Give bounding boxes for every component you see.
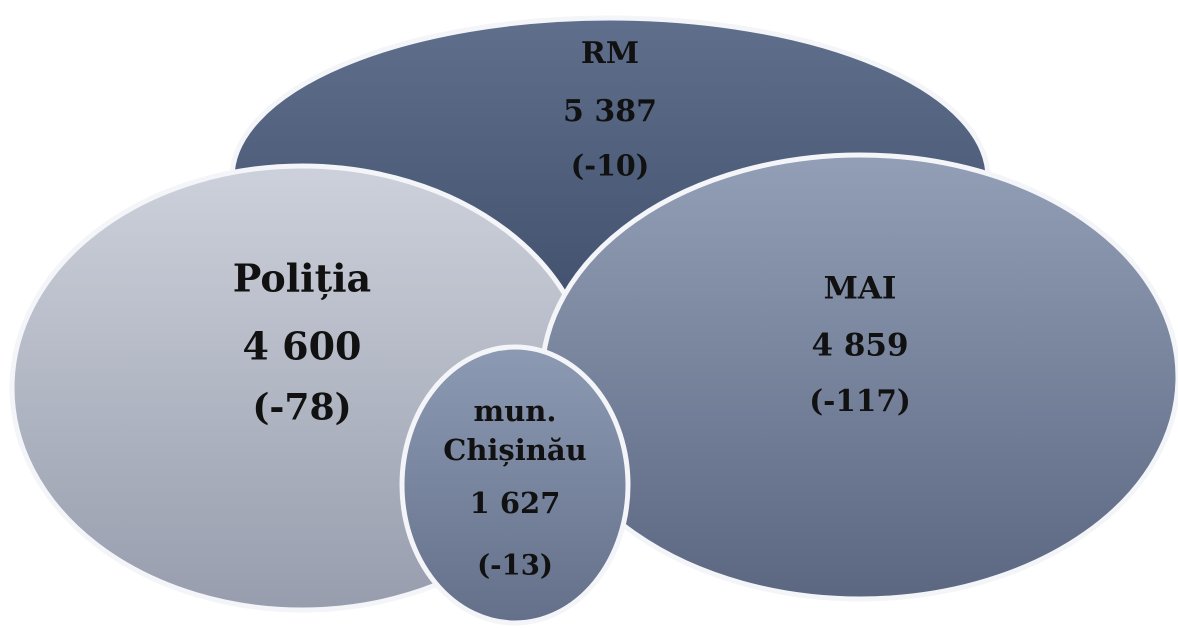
ellipse: [539, 152, 1178, 602]
ellipse: [399, 344, 631, 626]
node-value: 1 627: [470, 486, 561, 520]
node-label: mun.: [474, 394, 557, 428]
node-label: Poliția: [233, 256, 371, 301]
node-value: 4 859: [811, 328, 908, 364]
node-label: Chișinău: [443, 433, 587, 467]
node-change: (-78): [252, 386, 351, 429]
node-change: (-117): [809, 383, 911, 418]
node-value: 5 387: [563, 94, 657, 129]
node-change: (-13): [477, 550, 553, 582]
node-label: MAI: [824, 271, 897, 307]
labels: RM 5 387 (-10) Poliția 4 600 (-78) MAI 4 859 (-1…: [233, 36, 911, 582]
shapes: [9, 15, 1178, 626]
node-change: (-10): [571, 149, 649, 183]
node-value: 4 600: [243, 324, 362, 369]
node-label: RM: [581, 36, 639, 71]
